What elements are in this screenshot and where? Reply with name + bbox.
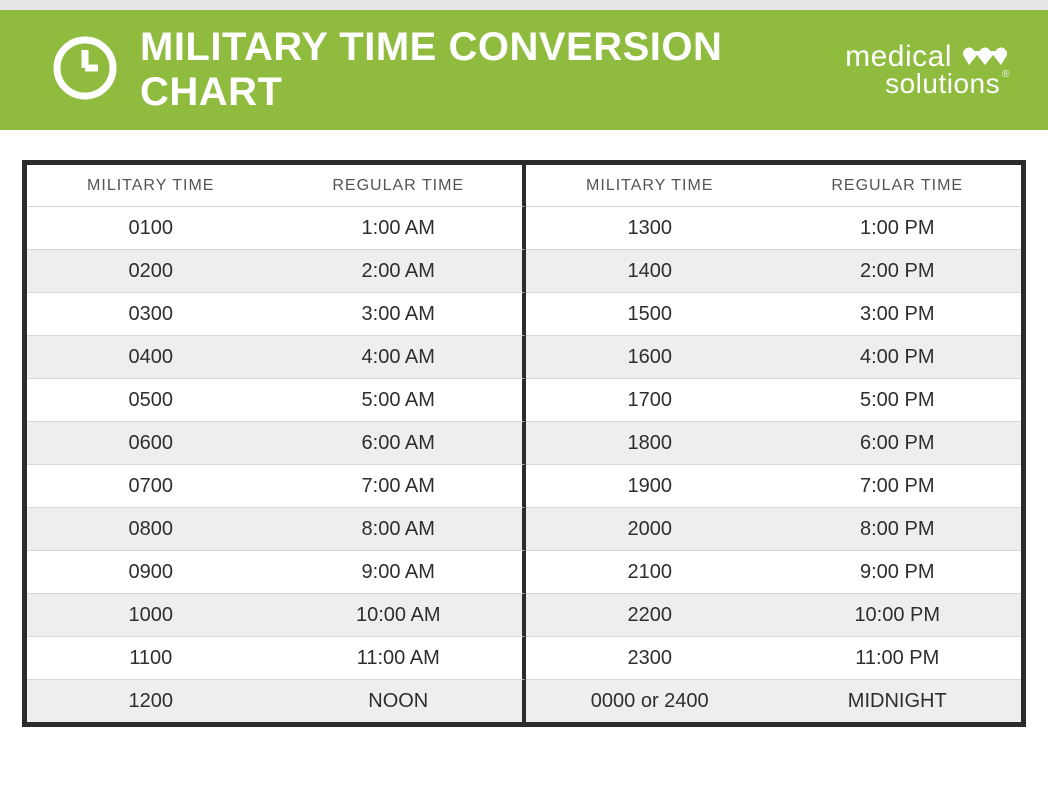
table-cell: 0100	[27, 206, 275, 249]
table-cell: 7:00 AM	[275, 464, 527, 507]
table-row: 04004:00 AM16004:00 PM	[27, 335, 1021, 378]
table-cell: 0000 or 2400	[526, 679, 774, 722]
table-cell: 0500	[27, 378, 275, 421]
column-header: MILITARY TIME	[526, 165, 774, 206]
table-cell: 4:00 AM	[275, 335, 527, 378]
table-cell: 1800	[526, 421, 774, 464]
table-cell: 2:00 PM	[774, 249, 1022, 292]
table-row: 100010:00 AM220010:00 PM	[27, 593, 1021, 636]
table-cell: 1300	[526, 206, 774, 249]
conversion-table: MILITARY TIMEREGULAR TIMEMILITARY TIMERE…	[22, 160, 1026, 727]
table-cell: 2300	[526, 636, 774, 679]
table-cell: 1600	[526, 335, 774, 378]
table-cell: 8:00 AM	[275, 507, 527, 550]
table-cell: 1:00 AM	[275, 206, 527, 249]
table-cell: 1000	[27, 593, 275, 636]
hearts-icon	[960, 45, 1010, 69]
table-cell: 1100	[27, 636, 275, 679]
table-cell: 11:00 PM	[774, 636, 1022, 679]
header-bar: MILITARY TIME CONVERSION CHART medical s…	[0, 10, 1048, 130]
table-cell: 0800	[27, 507, 275, 550]
table-cell: 2100	[526, 550, 774, 593]
table-cell: 0400	[27, 335, 275, 378]
table-cell: 0300	[27, 292, 275, 335]
table-row: 08008:00 AM20008:00 PM	[27, 507, 1021, 550]
table-cell: 10:00 PM	[774, 593, 1022, 636]
column-header: REGULAR TIME	[774, 165, 1022, 206]
table-cell: 0200	[27, 249, 275, 292]
table-row: 02002:00 AM14002:00 PM	[27, 249, 1021, 292]
table-cell: 1700	[526, 378, 774, 421]
table-cell: 9:00 PM	[774, 550, 1022, 593]
brand-logo: medical solutions®	[845, 42, 1010, 98]
table-cell: 1400	[526, 249, 774, 292]
table-cell: 1:00 PM	[774, 206, 1022, 249]
table-cell: 11:00 AM	[275, 636, 527, 679]
table-cell: 6:00 PM	[774, 421, 1022, 464]
table-cell: 5:00 PM	[774, 378, 1022, 421]
brand-word-2: solutions	[885, 68, 1000, 99]
table-row: 06006:00 AM18006:00 PM	[27, 421, 1021, 464]
clock-icon	[52, 35, 118, 106]
table-cell: 8:00 PM	[774, 507, 1022, 550]
table-header-row: MILITARY TIMEREGULAR TIMEMILITARY TIMERE…	[27, 165, 1021, 206]
table-cell: 0900	[27, 550, 275, 593]
table-cell: 9:00 AM	[275, 550, 527, 593]
table-cell: NOON	[275, 679, 527, 722]
column-header: MILITARY TIME	[27, 165, 275, 206]
table-cell: 5:00 AM	[275, 378, 527, 421]
table-row: 09009:00 AM21009:00 PM	[27, 550, 1021, 593]
top-strip	[0, 0, 1048, 10]
table-cell: 0700	[27, 464, 275, 507]
table-cell: 1500	[526, 292, 774, 335]
table-cell: 4:00 PM	[774, 335, 1022, 378]
table-cell: MIDNIGHT	[774, 679, 1022, 722]
table-row: 07007:00 AM19007:00 PM	[27, 464, 1021, 507]
table-cell: 6:00 AM	[275, 421, 527, 464]
table-row: 03003:00 AM15003:00 PM	[27, 292, 1021, 335]
table-cell: 2000	[526, 507, 774, 550]
table-cell: 1200	[27, 679, 275, 722]
table-cell: 7:00 PM	[774, 464, 1022, 507]
table-cell: 0600	[27, 421, 275, 464]
table-row: 05005:00 AM17005:00 PM	[27, 378, 1021, 421]
page-title: MILITARY TIME CONVERSION CHART	[140, 25, 845, 115]
registered-mark: ®	[1002, 69, 1010, 80]
table-row: 110011:00 AM230011:00 PM	[27, 636, 1021, 679]
table-cell: 2200	[526, 593, 774, 636]
table-cell: 10:00 AM	[275, 593, 527, 636]
table-cell: 1900	[526, 464, 774, 507]
table-cell: 3:00 AM	[275, 292, 527, 335]
table-cell: 2:00 AM	[275, 249, 527, 292]
table-row: 01001:00 AM13001:00 PM	[27, 206, 1021, 249]
column-header: REGULAR TIME	[275, 165, 527, 206]
table-cell: 3:00 PM	[774, 292, 1022, 335]
table-row: 1200NOON0000 or 2400MIDNIGHT	[27, 679, 1021, 722]
table-container: MILITARY TIMEREGULAR TIMEMILITARY TIMERE…	[0, 130, 1048, 727]
